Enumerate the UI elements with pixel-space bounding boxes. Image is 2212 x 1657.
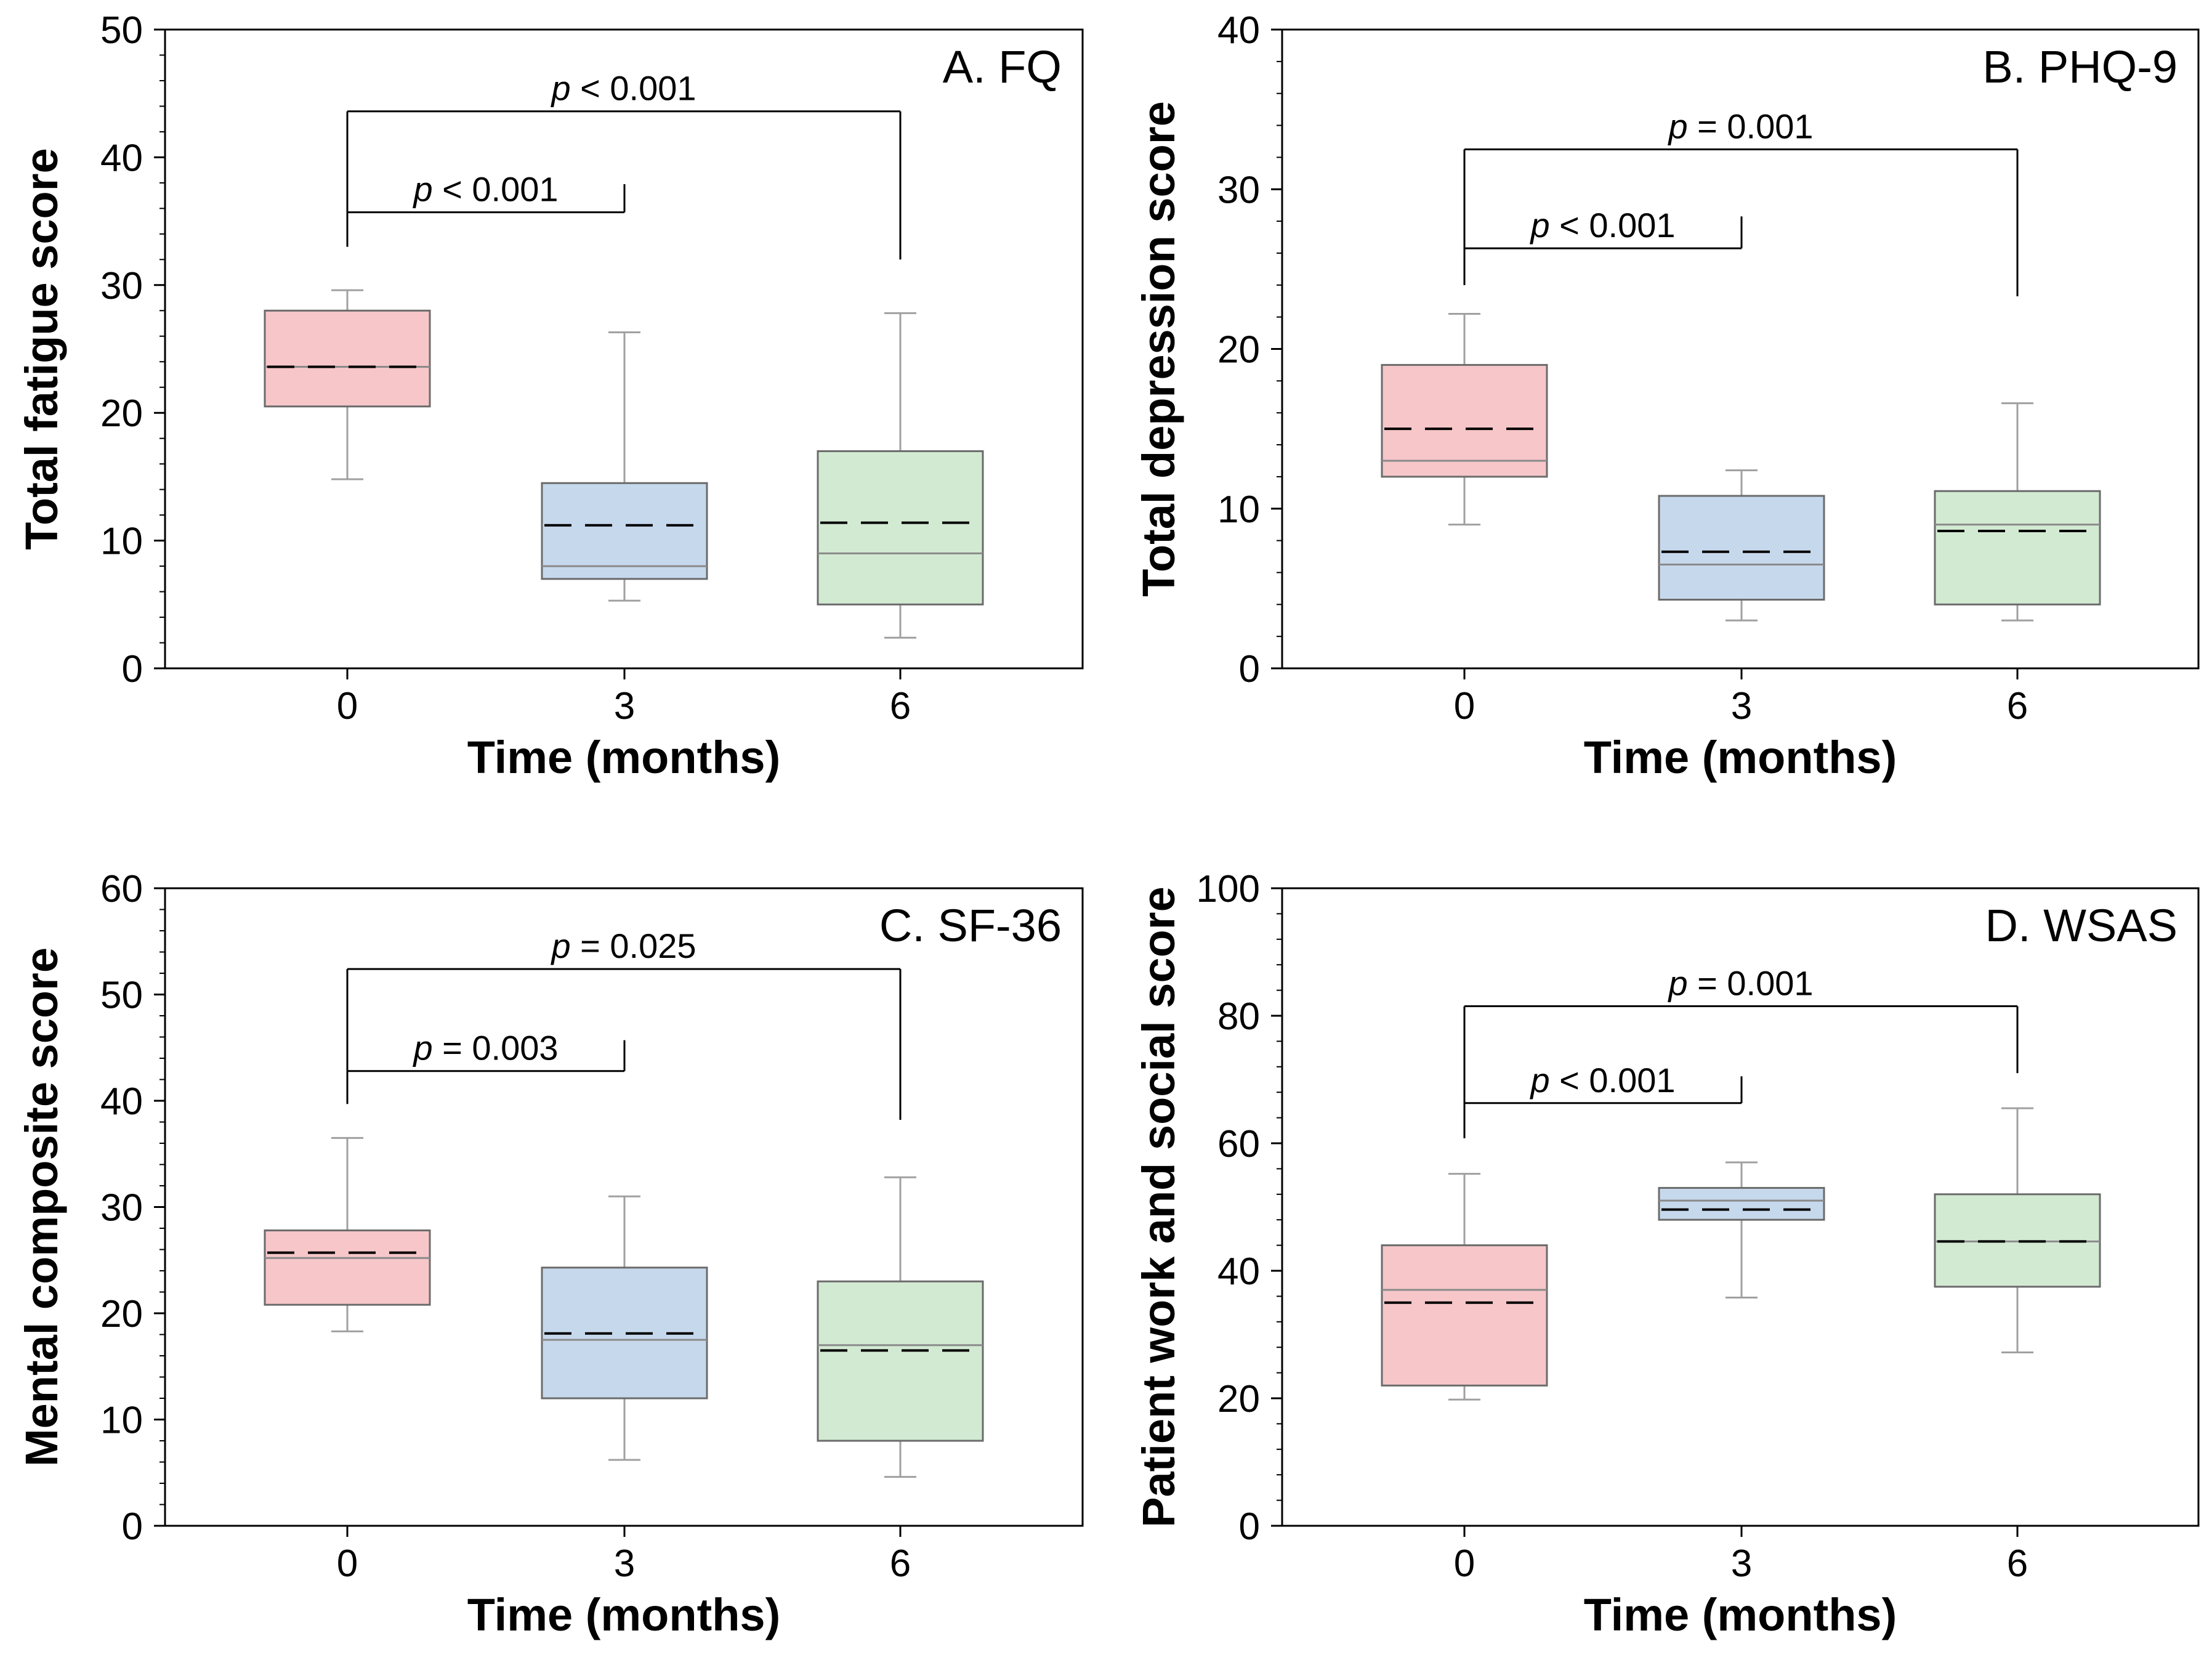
- x-tick-label: 6: [890, 685, 911, 727]
- comparison-bracket-0-6: p = 0.025: [346, 926, 902, 1120]
- y-tick-label: 30: [100, 265, 143, 307]
- p-value-label: p < 0.001: [1529, 206, 1675, 245]
- x-tick-label: 3: [1731, 1542, 1752, 1585]
- p-value-label: p = 0.001: [1667, 963, 1813, 1002]
- y-tick-label: 0: [1239, 1505, 1260, 1548]
- box-3: [541, 331, 708, 602]
- y-tick-label: 0: [122, 1505, 143, 1548]
- box-3: [1658, 1161, 1825, 1298]
- x-tick-label: 0: [1454, 685, 1475, 727]
- x-axis-title: Time (months): [467, 732, 780, 783]
- panel-label: A. FQ: [943, 41, 1062, 92]
- y-tick-label: 60: [100, 868, 143, 910]
- box-iqr: [1934, 490, 2101, 606]
- y-tick-label: 0: [122, 648, 143, 691]
- box-iqr: [817, 450, 984, 606]
- p-value-label: p < 0.001: [1529, 1061, 1675, 1100]
- y-tick-label: 60: [1217, 1123, 1260, 1165]
- box-iqr: [264, 1229, 431, 1306]
- box-iqr: [1658, 495, 1825, 601]
- comparison-bracket-0-3: p < 0.001: [1463, 206, 1743, 285]
- panel-label: C. SF-36: [879, 900, 1062, 951]
- p-value-label: p = 0.003: [412, 1029, 558, 1068]
- y-tick-label: 80: [1217, 995, 1260, 1038]
- box-0: [264, 289, 431, 480]
- y-tick-label: 10: [100, 521, 143, 563]
- box-3: [1658, 469, 1825, 622]
- y-axis-title: Total fatigue score: [16, 148, 67, 549]
- x-tick-label: 3: [614, 1542, 635, 1585]
- box-0: [1381, 312, 1548, 526]
- y-tick-label: 100: [1197, 868, 1260, 910]
- x-tick-label: 0: [337, 685, 358, 727]
- y-tick-label: 40: [100, 1080, 143, 1123]
- box-iqr: [817, 1280, 984, 1442]
- box-3: [541, 1195, 708, 1461]
- y-tick-label: 50: [100, 974, 143, 1017]
- comparison-bracket-0-6: p = 0.001: [1463, 107, 2019, 296]
- comparison-bracket-0-6: p < 0.001: [346, 69, 902, 260]
- y-tick-label: 20: [1217, 1378, 1260, 1420]
- y-tick-label: 40: [1217, 1250, 1260, 1293]
- x-tick-label: 6: [2007, 685, 2028, 727]
- comparison-bracket-0-3: p = 0.003: [346, 1029, 626, 1104]
- y-tick-label: 30: [100, 1187, 143, 1230]
- y-tick-label: 40: [1217, 9, 1260, 52]
- y-tick-label: 20: [1217, 329, 1260, 371]
- comparison-bracket-0-6: p = 0.001: [1463, 963, 2019, 1138]
- x-tick-label: 3: [614, 685, 635, 727]
- box-0: [264, 1136, 431, 1332]
- box-6: [817, 312, 984, 639]
- box-iqr: [1381, 363, 1548, 478]
- box-6: [1934, 1107, 2101, 1353]
- x-tick-label: 3: [1731, 685, 1752, 727]
- y-tick-label: 20: [100, 1293, 143, 1335]
- box-iqr: [1381, 1244, 1548, 1387]
- y-axis-title: Mental composite score: [16, 947, 67, 1467]
- y-axis-title: Patient work and social score: [1133, 886, 1184, 1527]
- y-tick-label: 0: [1239, 648, 1260, 691]
- box-iqr: [1658, 1186, 1825, 1221]
- comparison-bracket-0-3: p < 0.001: [346, 170, 626, 247]
- chart-panel-1: 0 10 20 30 40 50 0 3 6 Time (months) Total fatigue…: [16, 9, 1084, 783]
- x-tick-label: 0: [337, 1542, 358, 1585]
- comparison-bracket-0-3: p < 0.001: [1463, 1061, 1743, 1138]
- y-axis-title: Total depression score: [1133, 101, 1184, 597]
- x-axis-title: Time (months): [1584, 732, 1897, 783]
- box-iqr: [541, 482, 708, 580]
- x-tick-label: 6: [890, 1542, 911, 1585]
- p-value-label: p = 0.025: [550, 926, 696, 965]
- chart-panel-3: 0 10 20 30 40 50 60 0 3 6 Time (months) Mental comp…: [16, 868, 1084, 1640]
- y-tick-label: 50: [100, 9, 143, 52]
- y-tick-label: 10: [1217, 488, 1260, 531]
- panel-label: D. WSAS: [1985, 900, 2178, 951]
- p-value-label: p = 0.001: [1667, 107, 1813, 145]
- box-iqr: [264, 309, 431, 408]
- x-tick-label: 0: [1454, 1542, 1475, 1585]
- plot-frame: [1281, 887, 2200, 1527]
- x-axis-title: Time (months): [467, 1589, 780, 1640]
- y-tick-label: 10: [100, 1400, 143, 1442]
- chart-panel-2: 0 10 20 30 40 0 3 6 Time (months) Total depressio…: [1133, 9, 2200, 783]
- box-6: [1934, 402, 2101, 622]
- y-tick-label: 20: [100, 392, 143, 435]
- y-tick-label: 40: [100, 137, 143, 179]
- box-0: [1381, 1173, 1548, 1401]
- chart-panel-4: 0 20 40 60 80 100 0 3 6 Time (months) Patient work…: [1133, 868, 2200, 1640]
- y-tick-label: 30: [1217, 169, 1260, 211]
- p-value-label: p < 0.001: [412, 170, 558, 209]
- panel-label: B. PHQ-9: [1982, 41, 2178, 92]
- x-axis-title: Time (months): [1584, 1589, 1897, 1640]
- p-value-label: p < 0.001: [550, 69, 696, 108]
- box-6: [817, 1176, 984, 1478]
- x-tick-label: 6: [2007, 1542, 2028, 1585]
